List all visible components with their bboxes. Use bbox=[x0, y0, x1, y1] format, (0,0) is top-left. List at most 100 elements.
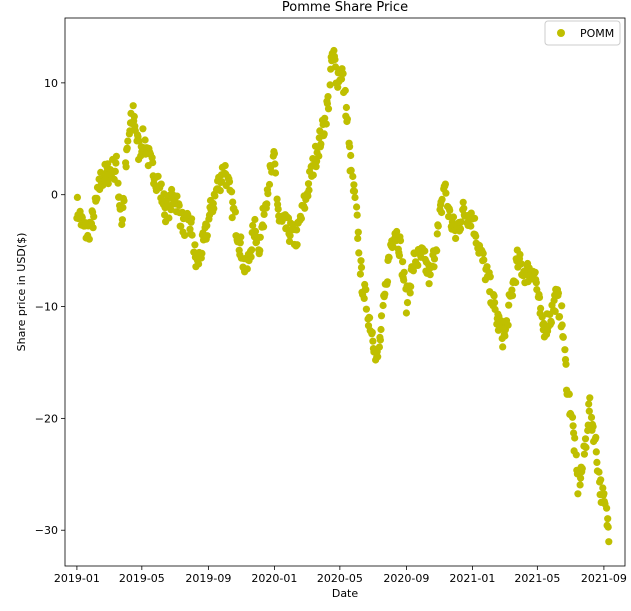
data-point-pomm bbox=[349, 172, 357, 181]
data-point-pomm bbox=[203, 222, 211, 230]
data-point-pomm bbox=[426, 271, 434, 279]
data-point-pomm bbox=[438, 195, 446, 203]
data-point-pomm bbox=[188, 231, 196, 239]
data-point-pomm bbox=[486, 273, 494, 281]
data-point-pomm bbox=[129, 102, 137, 110]
data-point-pomm bbox=[122, 163, 130, 171]
data-point-pomm bbox=[78, 213, 86, 222]
data-points bbox=[73, 46, 613, 546]
data-point-pomm bbox=[551, 307, 559, 315]
data-point-pomm bbox=[565, 390, 573, 398]
data-point-pomm bbox=[301, 204, 309, 212]
data-point-pomm bbox=[571, 434, 579, 442]
data-point-pomm bbox=[256, 233, 264, 241]
data-point-pomm bbox=[360, 294, 368, 302]
data-point-pomm bbox=[535, 293, 544, 301]
data-point-pomm bbox=[271, 169, 280, 177]
data-point-pomm bbox=[89, 224, 97, 232]
data-point-pomm bbox=[362, 286, 370, 294]
data-point-pomm bbox=[406, 289, 414, 297]
data-point-pomm bbox=[157, 180, 165, 188]
data-point-pomm bbox=[438, 208, 446, 217]
data-point-pomm bbox=[395, 252, 403, 260]
data-point-pomm bbox=[592, 433, 600, 441]
data-point-pomm bbox=[112, 159, 120, 167]
y-tick-label: 10 bbox=[44, 77, 58, 90]
data-point-pomm bbox=[282, 224, 290, 232]
data-point-pomm bbox=[315, 152, 323, 160]
x-tick-label: 2019-01 bbox=[54, 572, 100, 585]
data-point-pomm bbox=[293, 226, 301, 234]
data-point-pomm bbox=[130, 112, 138, 121]
data-point-pomm bbox=[247, 253, 255, 261]
data-point-pomm bbox=[400, 268, 408, 276]
data-point-pomm bbox=[334, 83, 342, 91]
data-point-pomm bbox=[274, 205, 282, 213]
data-point-pomm bbox=[237, 233, 245, 241]
data-point-pomm bbox=[119, 204, 127, 212]
data-point-pomm bbox=[368, 328, 376, 336]
data-point-pomm bbox=[407, 283, 415, 291]
data-point-pomm bbox=[554, 289, 563, 297]
data-point-pomm bbox=[111, 167, 119, 175]
data-point-pomm bbox=[154, 172, 162, 180]
data-point-pomm bbox=[326, 81, 334, 89]
data-point-pomm bbox=[324, 93, 332, 101]
data-point-pomm bbox=[595, 468, 603, 476]
data-point-pomm bbox=[198, 249, 206, 257]
data-point-pomm bbox=[433, 247, 441, 255]
data-point-pomm bbox=[376, 336, 384, 344]
data-point-pomm bbox=[139, 125, 147, 133]
data-point-pomm bbox=[597, 476, 605, 484]
data-point-pomm bbox=[211, 192, 219, 200]
data-point-pomm bbox=[547, 318, 556, 327]
legend: POMM bbox=[544, 20, 621, 46]
data-point-pomm bbox=[353, 211, 361, 219]
data-point-pomm bbox=[85, 235, 93, 243]
data-point-pomm bbox=[304, 192, 312, 200]
data-point-pomm bbox=[403, 299, 412, 307]
data-point-pomm bbox=[517, 260, 525, 268]
data-point-pomm bbox=[228, 214, 236, 222]
y-tick-label: −30 bbox=[35, 524, 58, 537]
data-point-pomm bbox=[505, 301, 513, 309]
data-point-pomm bbox=[576, 481, 584, 489]
data-point-pomm bbox=[589, 423, 597, 431]
data-point-pomm bbox=[270, 150, 278, 158]
data-point-pomm bbox=[558, 302, 566, 310]
data-point-pomm bbox=[165, 214, 173, 222]
data-point-pomm bbox=[126, 127, 134, 135]
data-point-pomm bbox=[467, 222, 475, 230]
data-point-pomm bbox=[321, 114, 329, 122]
data-point-pomm bbox=[381, 290, 389, 298]
data-point-pomm bbox=[550, 296, 558, 304]
data-point-pomm bbox=[293, 241, 301, 249]
data-point-pomm bbox=[471, 214, 479, 222]
data-point-pomm bbox=[479, 249, 487, 257]
data-point-pomm bbox=[442, 189, 450, 197]
data-point-pomm bbox=[537, 304, 545, 312]
data-point-pomm bbox=[229, 198, 237, 206]
data-point-pomm bbox=[555, 313, 564, 321]
x-tick-label: 2020-09 bbox=[383, 572, 429, 585]
y-axis-title: Share price in USD($) bbox=[15, 233, 28, 352]
plot-frame bbox=[64, 17, 626, 567]
data-point-pomm bbox=[354, 228, 362, 236]
data-point-pomm bbox=[400, 276, 408, 284]
legend-label-pomm: POMM bbox=[580, 27, 614, 40]
data-point-pomm bbox=[351, 193, 359, 202]
data-point-pomm bbox=[587, 413, 596, 421]
data-point-pomm bbox=[135, 137, 143, 145]
y-tick-label: 0 bbox=[51, 189, 58, 202]
data-point-pomm bbox=[231, 208, 239, 216]
data-point-pomm bbox=[433, 230, 441, 238]
data-point-pomm bbox=[377, 312, 386, 320]
data-point-pomm bbox=[341, 86, 349, 95]
data-point-pomm bbox=[531, 268, 539, 276]
data-point-pomm bbox=[286, 232, 294, 240]
data-point-pomm bbox=[93, 194, 101, 202]
data-point-pomm bbox=[491, 299, 499, 307]
data-point-pomm bbox=[569, 422, 577, 430]
data-point-pomm bbox=[449, 213, 458, 221]
